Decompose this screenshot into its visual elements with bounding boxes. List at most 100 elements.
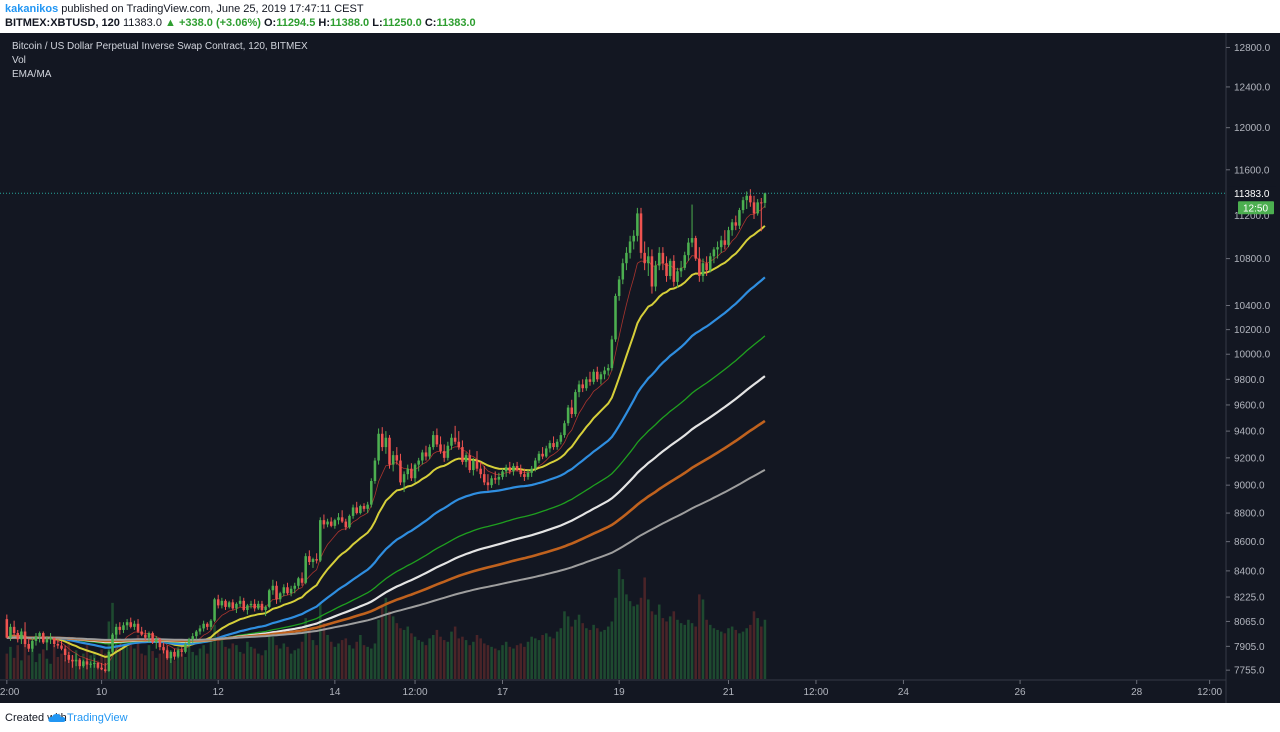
volume-bar (617, 569, 621, 679)
candle-body (574, 392, 577, 415)
price-tick-label: 8225.0 (1234, 593, 1265, 604)
candle-body (209, 620, 213, 627)
candle-body (716, 247, 719, 250)
candle-body (548, 443, 552, 449)
volume-bar (639, 597, 643, 679)
volume-bar (249, 646, 253, 679)
volume-bar (151, 651, 154, 679)
candle-body (577, 384, 581, 393)
candle-body (530, 468, 533, 473)
volume-bar (461, 636, 464, 679)
candle-body (329, 521, 333, 526)
volume-bar (23, 640, 27, 679)
volume-bar (566, 616, 570, 679)
time-tick-label: 24 (898, 687, 910, 698)
candle-body (362, 506, 366, 509)
ma-gray-line (6, 469, 766, 641)
publish-info: kakanikos published on TradingView.com, … (5, 3, 364, 15)
candle-body (446, 445, 450, 458)
candle-body (246, 605, 249, 610)
chart-area[interactable]: 12800.0 12400.0 12000.0 11600.0 10800.0 10400… (0, 33, 1280, 703)
volume-bar (625, 594, 628, 679)
volume-bar (216, 632, 220, 679)
volume-bar (544, 633, 548, 679)
candle-body (672, 260, 676, 282)
volume-bar (60, 653, 63, 679)
candle-body (151, 633, 154, 643)
volume-bar (242, 653, 246, 679)
candle-body (359, 506, 362, 514)
symbol-quote-line: BITMEX:XBTUSD, 120 11383.0 ▲ +338.0 (+3.… (5, 17, 476, 29)
price-tick-label: 10000.0 (1234, 350, 1271, 361)
volume-bar (654, 614, 657, 679)
volume-bar (147, 645, 151, 679)
candle-body (351, 507, 355, 516)
candle-body (410, 468, 413, 479)
volume-bar (318, 602, 322, 679)
axes: 12800.0 12400.0 12000.0 11600.0 10800.0 10400… (0, 43, 1276, 698)
volume-bar (530, 636, 533, 679)
candle-body (114, 626, 118, 635)
candle-body (308, 556, 311, 563)
candle-body (512, 465, 515, 472)
tradingview-brand-link[interactable]: TradingView (67, 712, 128, 724)
candle-body (428, 447, 431, 457)
candle-body (468, 455, 471, 471)
volume-bar (264, 650, 267, 679)
candle-body (176, 650, 180, 657)
open-value: 11294.5 (276, 17, 316, 29)
candle-body (599, 374, 603, 380)
candle-body (388, 437, 391, 465)
candle-body (27, 643, 30, 649)
candle-body (617, 279, 621, 296)
candle-body (71, 659, 74, 662)
volume-bar (468, 645, 471, 679)
volume-bar (260, 655, 264, 679)
candle-body (763, 193, 767, 203)
volume-bar (173, 660, 176, 679)
ema-legend[interactable]: EMA/MA (12, 69, 52, 80)
time-tick-label: 21 (723, 687, 735, 698)
candle-body (683, 255, 687, 268)
price-chart[interactable]: 12800.0 12400.0 12000.0 11600.0 10800.0 10400… (0, 33, 1280, 703)
countdown-badge (1238, 201, 1274, 215)
volume-bar (752, 611, 756, 679)
volume-bar (52, 645, 56, 679)
volume-bar (559, 628, 563, 679)
candle-body (738, 210, 741, 226)
author-link[interactable]: kakanikos (5, 3, 59, 15)
volume-bar (136, 635, 140, 679)
candle-body (82, 661, 85, 667)
volume-bar (610, 621, 614, 679)
candle-body (384, 437, 388, 448)
volume-bar (523, 646, 526, 679)
volume-legend[interactable]: Vol (12, 55, 26, 66)
volume-bar (125, 646, 129, 679)
candle-body (555, 441, 559, 448)
price-tick-label: 8600.0 (1234, 537, 1265, 548)
candle-body (289, 588, 293, 594)
candle-body (508, 467, 512, 472)
volume-bar (738, 633, 741, 679)
volume-bar (351, 648, 355, 679)
candle-body (483, 474, 486, 483)
volume-bar (388, 611, 391, 679)
volume-bar (657, 604, 661, 679)
candle-body (537, 453, 541, 461)
volume-bar (45, 658, 49, 679)
volume-bar (391, 616, 395, 679)
volume-bar (311, 640, 315, 679)
candle-body (519, 470, 523, 475)
volume-bar (206, 653, 209, 679)
volume-bar (439, 636, 442, 679)
candle-body (749, 195, 752, 203)
candle-body (322, 520, 326, 525)
candle-body (333, 520, 337, 526)
candle-body (304, 556, 307, 583)
candle-body (559, 435, 563, 442)
candle-body (493, 478, 497, 480)
price-tick-label: 9600.0 (1234, 400, 1265, 411)
volume-bar (701, 599, 705, 679)
candle-body (74, 659, 78, 662)
ema-red-line (6, 205, 766, 666)
